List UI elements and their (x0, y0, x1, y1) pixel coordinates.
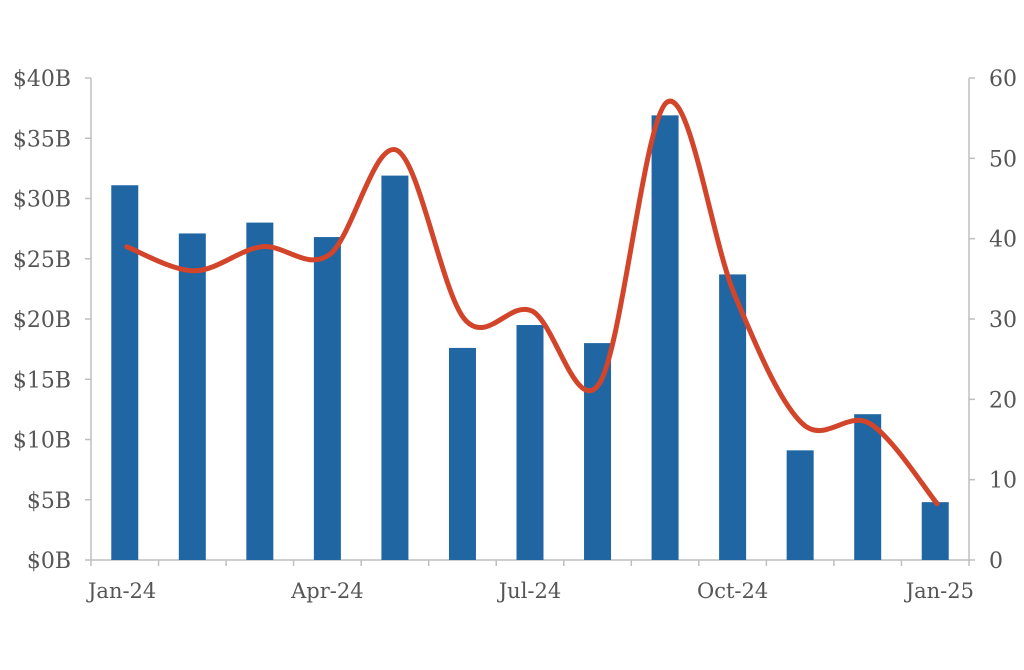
bar (854, 414, 882, 560)
line-series (124, 98, 940, 507)
bar (381, 175, 409, 561)
left-tick-label: $5B (27, 489, 71, 514)
left-tick-label: $25B (13, 248, 71, 273)
bar-series (111, 115, 949, 561)
bar (651, 115, 679, 560)
x-tick-label: Jul-24 (497, 579, 561, 603)
left-tick-label: $10B (13, 429, 71, 454)
trend-line (124, 98, 940, 507)
right-tick-label: 30 (989, 308, 1017, 333)
bar (246, 222, 274, 560)
bar (719, 274, 747, 560)
left-tick-label: $30B (13, 188, 71, 213)
bar (178, 233, 206, 560)
x-tick-label: Jan-25 (904, 579, 974, 603)
x-tick-label: Apr-24 (290, 579, 363, 603)
bar (111, 185, 139, 560)
left-tick-label: $40B (13, 67, 71, 92)
right-tick-label: 60 (989, 67, 1017, 92)
left-tick-label: $20B (13, 308, 71, 333)
x-tick-label: Jan-24 (86, 579, 156, 603)
bar (584, 343, 612, 560)
bar (448, 347, 476, 560)
right-tick-label: 20 (989, 388, 1017, 413)
right-tick-label: 50 (989, 147, 1017, 172)
left-tick-label: $0B (27, 549, 71, 574)
left-tick-label: $15B (13, 368, 71, 393)
right-tick-label: 0 (989, 549, 1003, 574)
bar (313, 237, 341, 560)
x-tick-label: Oct-24 (697, 579, 768, 603)
right-tick-label: 10 (989, 469, 1017, 494)
bar (921, 502, 949, 560)
bar (516, 325, 544, 560)
left-tick-label: $35B (13, 127, 71, 152)
bar (786, 450, 814, 560)
right-tick-label: 40 (989, 228, 1017, 253)
tick-labels: $0B $5B $10B $15B $20B $25B $30B $35B $40B 0 10 20 3… (13, 67, 1017, 603)
